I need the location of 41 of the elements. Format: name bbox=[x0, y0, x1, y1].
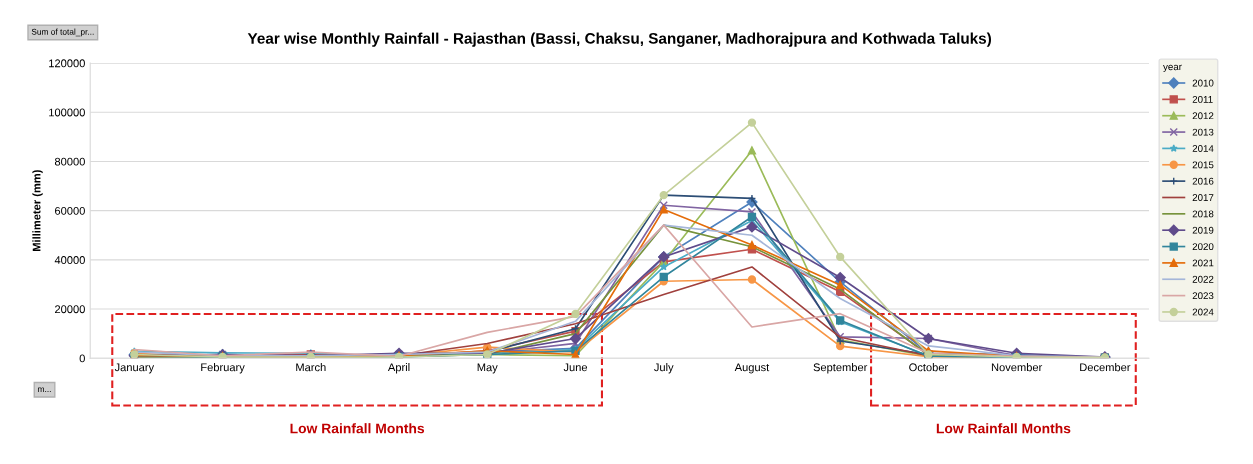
text: m... bbox=[38, 387, 51, 392]
legend-label: 2010 bbox=[1192, 79, 1214, 87]
legend-label: 2019 bbox=[1192, 226, 1214, 234]
text: Low Rainfall Months bbox=[290, 423, 425, 434]
legend-label: 2017 bbox=[1192, 194, 1214, 201]
legend-label: 2018 bbox=[1192, 210, 1214, 218]
chart-title: Year wise Monthly Rainfall - Rajasthan (Bassi, Chaksu, Sanganer, Madhorajpura and Kothwada Taluks) bbox=[247, 32, 992, 47]
x-tick-label: September bbox=[813, 363, 868, 374]
x-tick-label: February bbox=[201, 363, 245, 374]
legend-label: 2011 bbox=[1192, 95, 1213, 103]
x-tick-label: May bbox=[477, 363, 498, 374]
legend-label: 2013 bbox=[1192, 128, 1214, 136]
x-tick-label: December bbox=[1080, 363, 1131, 372]
legend-label: 2014 bbox=[1192, 145, 1214, 152]
text: Sum of total_pr... bbox=[31, 28, 94, 37]
x-tick-label: July bbox=[654, 363, 674, 374]
x-tick-label: August bbox=[734, 363, 770, 374]
text: Low Rainfall Months bbox=[936, 423, 1071, 434]
legend-label: 2022 bbox=[1192, 275, 1214, 283]
y-tick-label: 40000 bbox=[54, 256, 85, 264]
legend-label: 2020 bbox=[1192, 243, 1214, 251]
y-tick-label: 80000 bbox=[54, 157, 85, 166]
legend-label: 2024 bbox=[1192, 308, 1214, 316]
x-tick-label: January bbox=[114, 363, 155, 374]
legend-label: 2021 bbox=[1192, 259, 1214, 267]
x-tick-label: October bbox=[909, 363, 948, 372]
legend-label: 2012 bbox=[1192, 112, 1214, 120]
y-tick-label: 60000 bbox=[55, 206, 85, 215]
y-tick-label: 100000 bbox=[49, 108, 85, 117]
y-axis-title: Millimeter (mm) bbox=[32, 170, 43, 251]
x-tick-label: April bbox=[387, 363, 410, 374]
y-tick-label: 20000 bbox=[55, 305, 85, 314]
x-tick-label: March bbox=[296, 363, 326, 372]
x-tick-label: November bbox=[991, 363, 1043, 372]
legend-label: 2016 bbox=[1192, 177, 1214, 185]
legend-label: 2023 bbox=[1192, 292, 1214, 300]
legend-title: year bbox=[1163, 64, 1182, 73]
y-tick-label: 0 bbox=[79, 354, 85, 363]
x-tick-label: June bbox=[563, 363, 588, 372]
y-tick-label: 120000 bbox=[49, 59, 85, 68]
legend-label: 2015 bbox=[1192, 161, 1214, 169]
